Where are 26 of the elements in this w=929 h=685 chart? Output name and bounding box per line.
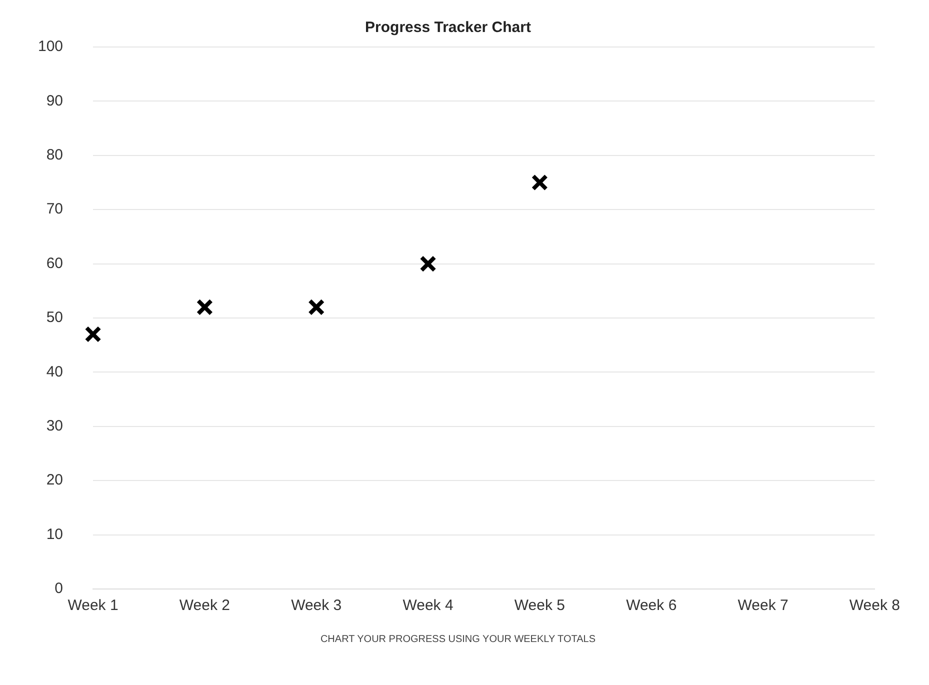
x-tick-label: Week 1: [68, 597, 118, 614]
x-tick-label: Week 2: [179, 597, 230, 614]
point: [196, 298, 214, 316]
x-tick-label: Week 7: [738, 597, 788, 614]
y-tick-label: 50: [46, 309, 64, 326]
chart-title: Progress Tracker Chart: [365, 19, 531, 36]
text: CHART YOUR PROGRESS USING YOUR WEEKLY TOTALS: [319, 634, 597, 645]
x-tick-label: Week 4: [402, 597, 454, 614]
y-tick-label: 40: [46, 363, 64, 380]
y-tick-label: 60: [46, 254, 64, 272]
x-tick-label: Week 5: [514, 597, 565, 614]
y-tick-label: 100: [38, 38, 64, 56]
y-tick-label: 30: [46, 418, 64, 435]
y-tick-label: 10: [46, 526, 64, 543]
y-tick-label: 20: [46, 472, 64, 489]
y-tick-label: 0: [54, 580, 64, 598]
y-tick-label: 90: [46, 92, 64, 110]
point: [420, 255, 436, 272]
point: [308, 298, 325, 316]
y-tick-label: 80: [46, 146, 64, 164]
point: [84, 326, 102, 343]
x-tick-label: Week 6: [626, 597, 677, 614]
point: [531, 174, 548, 191]
x-tick-label: Week 3: [291, 597, 342, 614]
y-tick-label: 70: [46, 200, 64, 218]
x-tick-label: Week 8: [849, 597, 900, 614]
